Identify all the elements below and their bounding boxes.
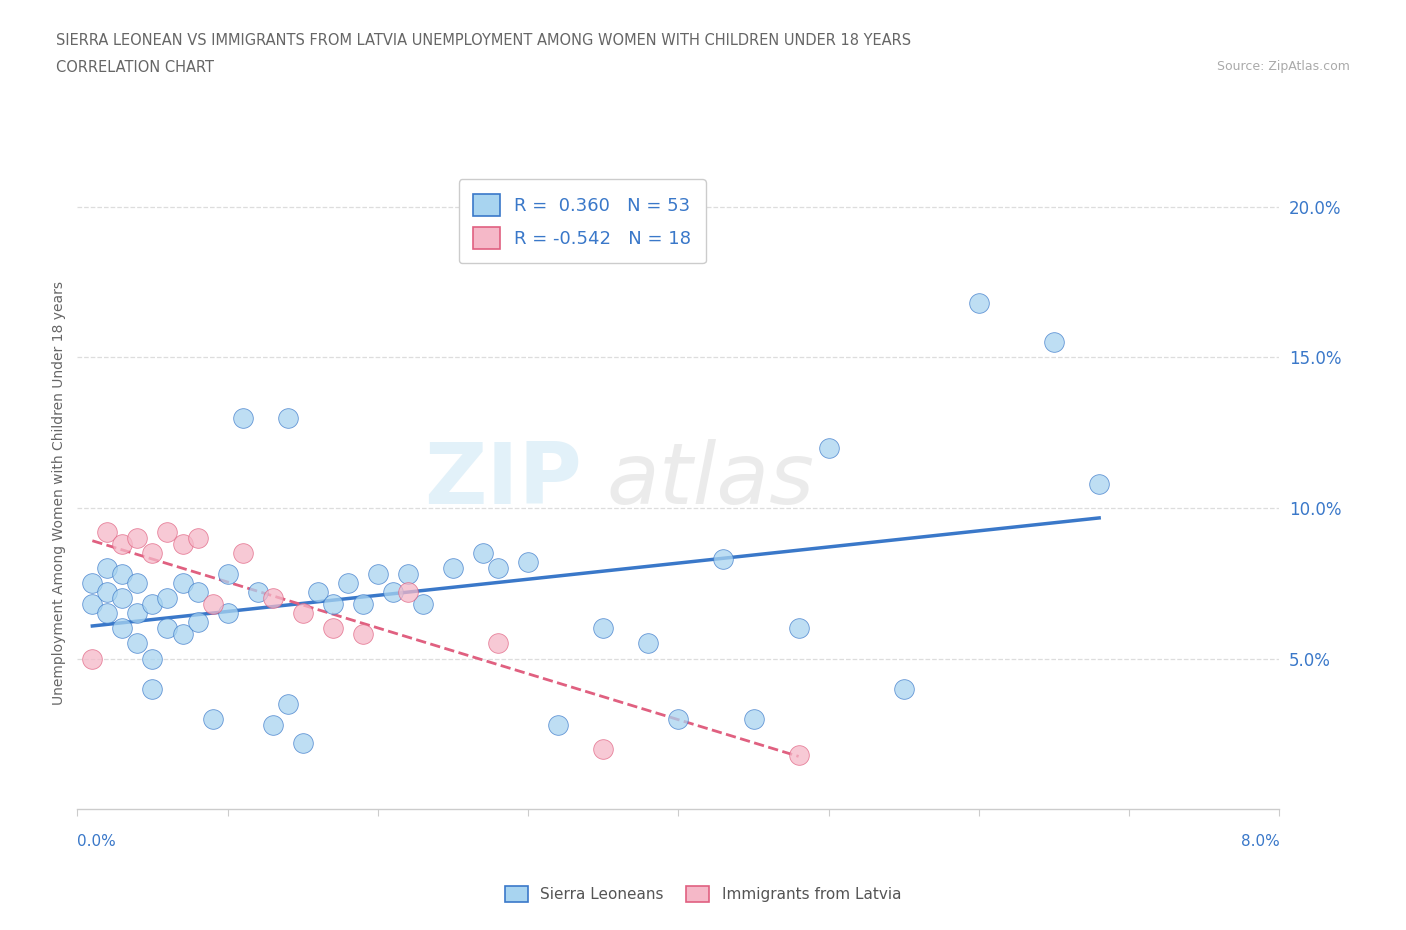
Point	[592, 621, 614, 636]
Point	[96, 561, 118, 576]
Point	[172, 537, 194, 551]
Point	[141, 597, 163, 612]
Point	[111, 591, 134, 605]
Point	[156, 525, 179, 539]
Point	[172, 576, 194, 591]
Point	[277, 697, 299, 711]
Point	[262, 591, 284, 605]
Point	[186, 531, 209, 546]
Point	[336, 576, 359, 591]
Point	[742, 711, 765, 726]
Point	[472, 546, 495, 561]
Point	[141, 681, 163, 696]
Point	[307, 585, 329, 600]
Point	[232, 410, 254, 425]
Point	[291, 606, 314, 621]
Point	[111, 537, 134, 551]
Point	[547, 717, 569, 732]
Point	[186, 615, 209, 630]
Point	[967, 296, 990, 311]
Point	[141, 546, 163, 561]
Point	[217, 606, 239, 621]
Point	[141, 651, 163, 666]
Point	[127, 531, 149, 546]
Legend: R =  0.360   N = 53, R = -0.542   N = 18: R = 0.360 N = 53, R = -0.542 N = 18	[458, 179, 706, 263]
Point	[592, 741, 614, 756]
Point	[201, 597, 224, 612]
Point	[111, 566, 134, 581]
Point	[668, 711, 690, 726]
Point	[201, 711, 224, 726]
Point	[367, 566, 389, 581]
Point	[172, 627, 194, 642]
Point	[1043, 335, 1066, 350]
Point	[352, 597, 374, 612]
Text: SIERRA LEONEAN VS IMMIGRANTS FROM LATVIA UNEMPLOYMENT AMONG WOMEN WITH CHILDREN : SIERRA LEONEAN VS IMMIGRANTS FROM LATVIA…	[56, 33, 911, 47]
Point	[82, 651, 104, 666]
Point	[156, 621, 179, 636]
Point	[217, 566, 239, 581]
Point	[893, 681, 915, 696]
Y-axis label: Unemployment Among Women with Children Under 18 years: Unemployment Among Women with Children U…	[52, 281, 66, 705]
Point	[96, 585, 118, 600]
Point	[111, 621, 134, 636]
Point	[82, 597, 104, 612]
Legend: Sierra Leoneans, Immigrants from Latvia: Sierra Leoneans, Immigrants from Latvia	[499, 880, 907, 909]
Point	[82, 576, 104, 591]
Point	[486, 561, 509, 576]
Text: Source: ZipAtlas.com: Source: ZipAtlas.com	[1216, 60, 1350, 73]
Point	[412, 597, 434, 612]
Text: 0.0%: 0.0%	[77, 834, 117, 849]
Point	[787, 621, 810, 636]
Point	[96, 606, 118, 621]
Point	[396, 585, 419, 600]
Point	[352, 627, 374, 642]
Point	[381, 585, 404, 600]
Text: atlas: atlas	[606, 439, 814, 522]
Point	[127, 636, 149, 651]
Point	[322, 597, 344, 612]
Point	[262, 717, 284, 732]
Point	[817, 440, 839, 455]
Point	[787, 748, 810, 763]
Point	[96, 525, 118, 539]
Point	[277, 410, 299, 425]
Point	[127, 576, 149, 591]
Point	[396, 566, 419, 581]
Point	[291, 736, 314, 751]
Text: 8.0%: 8.0%	[1240, 834, 1279, 849]
Text: CORRELATION CHART: CORRELATION CHART	[56, 60, 214, 75]
Point	[322, 621, 344, 636]
Point	[637, 636, 659, 651]
Point	[441, 561, 464, 576]
Point	[486, 636, 509, 651]
Point	[156, 591, 179, 605]
Point	[232, 546, 254, 561]
Text: ZIP: ZIP	[425, 439, 582, 522]
Point	[713, 551, 735, 566]
Point	[246, 585, 269, 600]
Point	[186, 585, 209, 600]
Point	[517, 554, 540, 569]
Point	[1088, 476, 1111, 491]
Point	[127, 606, 149, 621]
